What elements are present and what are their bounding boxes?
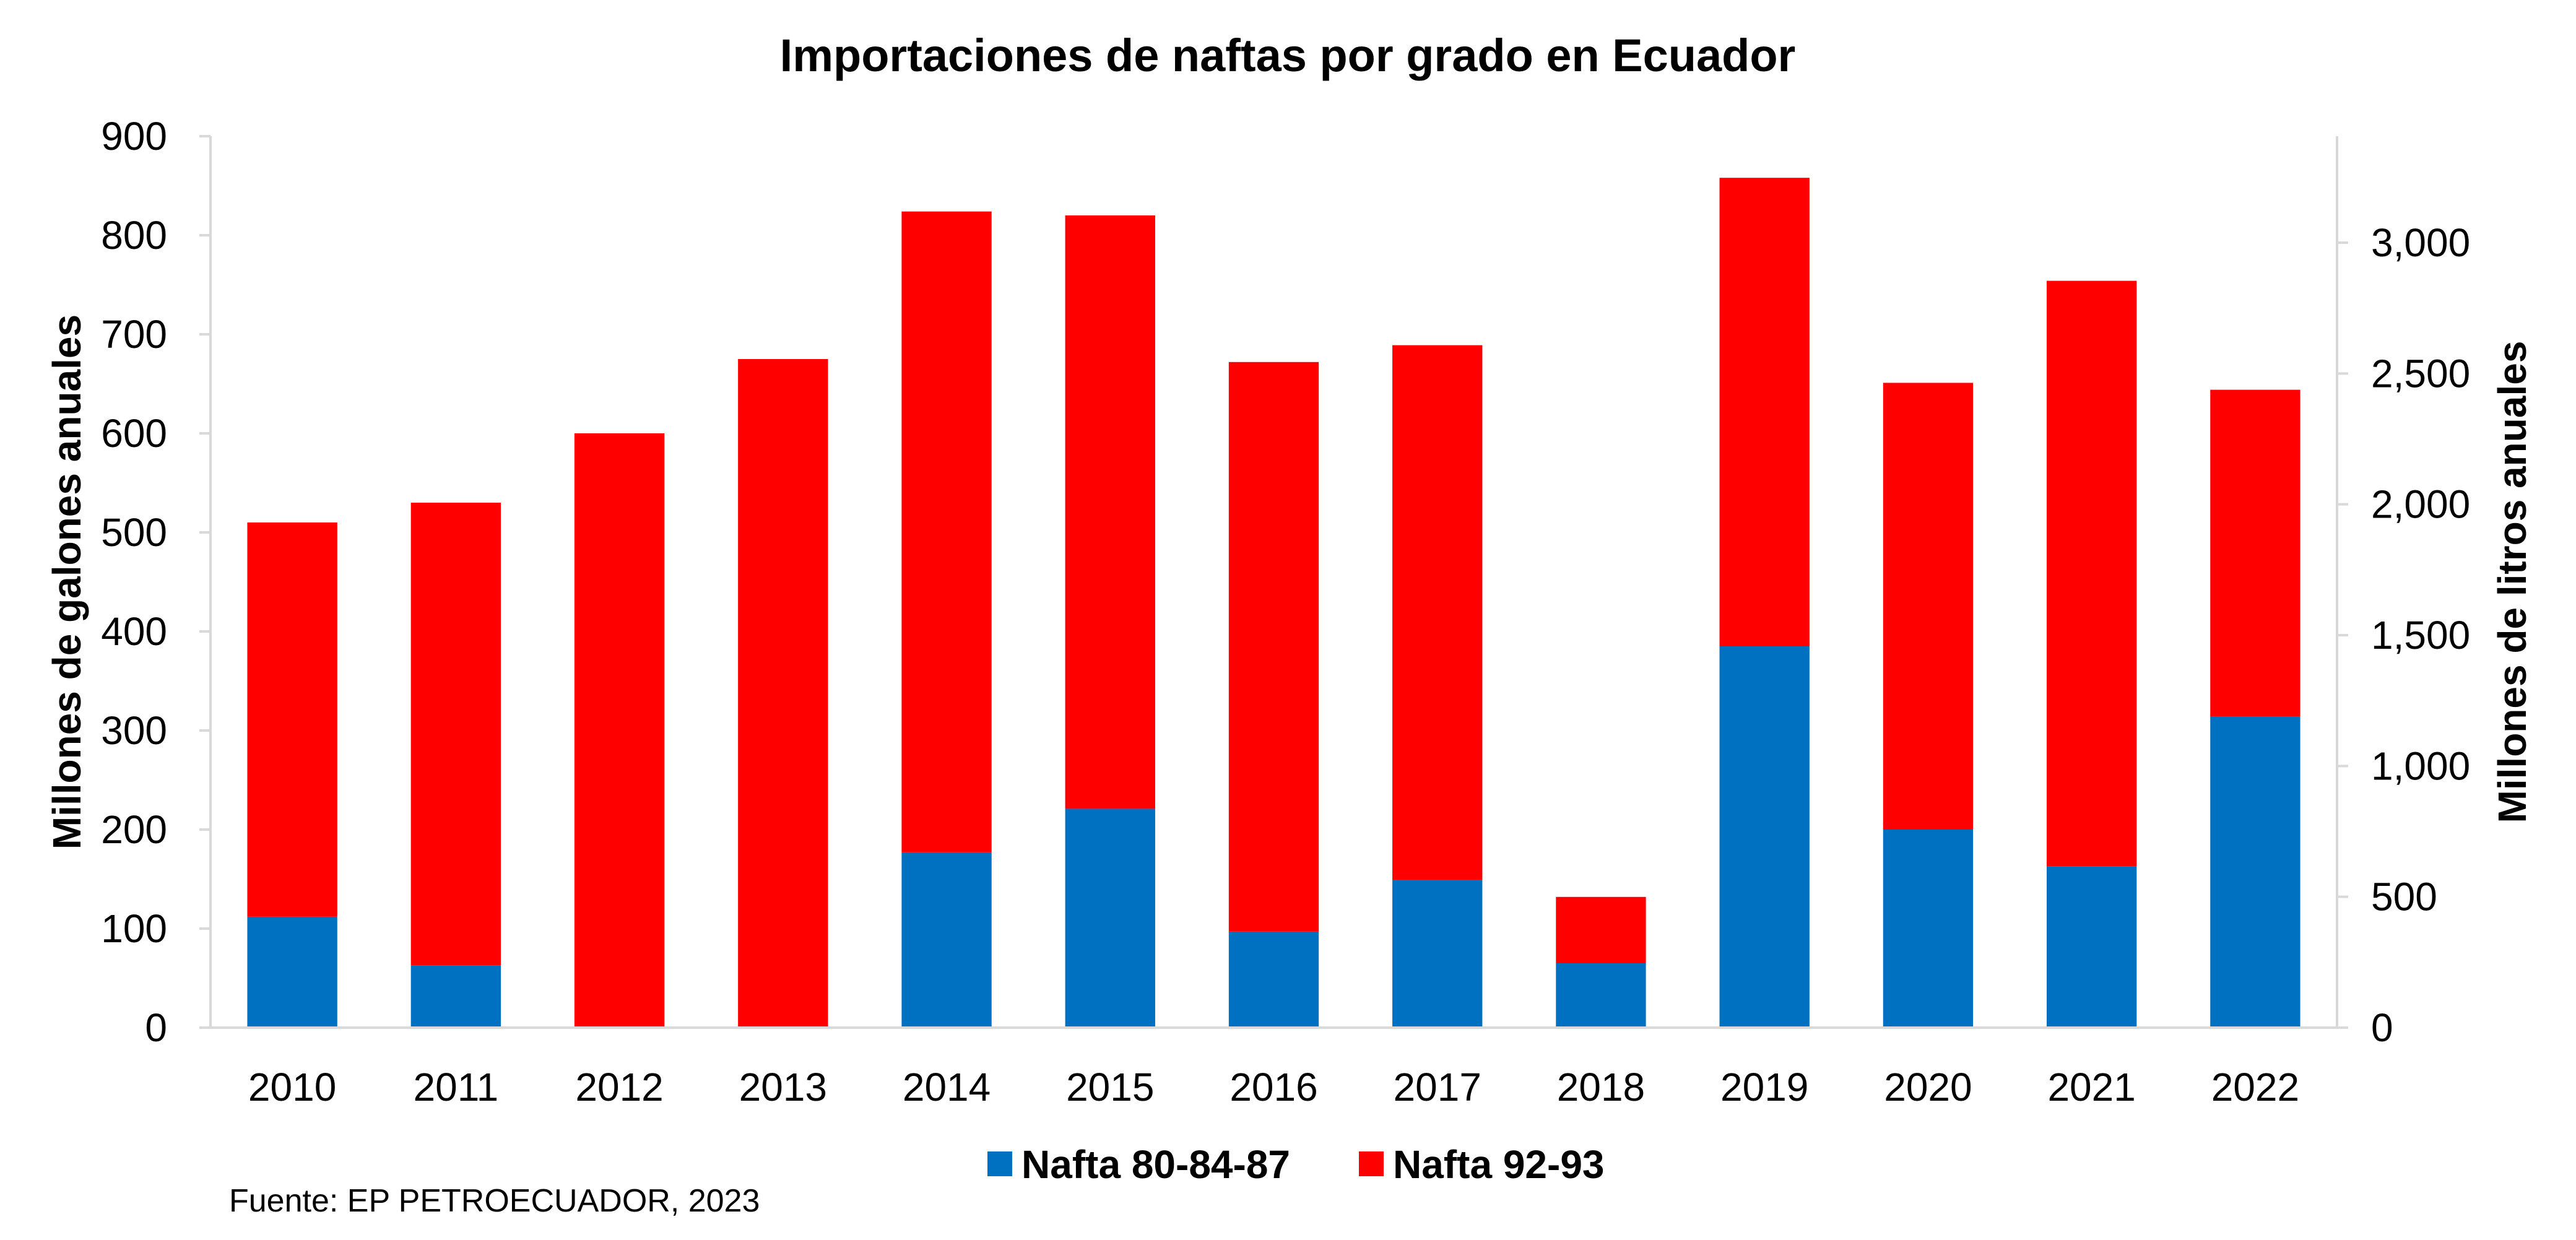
legend-swatch-nafta-80-84-87 <box>987 1151 1012 1176</box>
bar-2011-series-1 <box>410 503 501 966</box>
y-tick-label: 800 <box>101 213 167 258</box>
y-tick-label: 600 <box>101 411 167 456</box>
x-tick-label-2021: 2021 <box>2047 1065 2135 1109</box>
x-tick-label-2011: 2011 <box>414 1065 499 1109</box>
legend-swatch-nafta-92-93 <box>1359 1151 1384 1176</box>
bar-2022-series-1 <box>2210 389 2301 717</box>
x-tick-label-2012: 2012 <box>575 1065 663 1109</box>
source-note: Fuente: EP PETROECUADOR, 2023 <box>229 1183 760 1219</box>
y2-tick-label: 2,000 <box>2371 482 2470 527</box>
bar-2011-series-0 <box>410 965 501 1028</box>
y2-axis-ticks: 0 500 1,000 1,500 2,000 2,500 3,000 <box>2337 220 2470 1050</box>
x-tick-label-2015: 2015 <box>1066 1065 1154 1109</box>
bar-2021-series-0 <box>2046 866 2137 1028</box>
y-tick-label: 500 <box>101 510 167 555</box>
y2-tick-label: 500 <box>2371 875 2437 919</box>
y-tick-label: 300 <box>101 708 167 753</box>
y-tick-label: 100 <box>101 906 167 951</box>
bar-2021-series-1 <box>2046 280 2137 867</box>
x-tick-label-2017: 2017 <box>1394 1065 1481 1109</box>
bar-2018-series-1 <box>1556 896 1646 963</box>
bar-2012-series-1 <box>574 433 665 1028</box>
bar-2016-series-1 <box>1228 362 1319 932</box>
legend-label-nafta-92-93: Nafta 92-93 <box>1393 1142 1605 1187</box>
bar-2019-series-1 <box>1719 178 1810 646</box>
bars <box>247 178 2301 1028</box>
y-axis-title: Millones de galones anuales <box>45 314 89 849</box>
y-tick-label: 200 <box>101 807 167 852</box>
chart-title: Importaciones de naftas por grado en Ecu… <box>780 30 1796 81</box>
x-tick-label-2014: 2014 <box>903 1065 991 1109</box>
bar-2016-series-0 <box>1228 931 1319 1028</box>
legend: Nafta 80-84-87 Nafta 92-93 <box>987 1142 1605 1187</box>
y2-tick-label: 1,000 <box>2371 744 2470 788</box>
y2-tick-label: 3,000 <box>2371 220 2470 265</box>
x-tick-label-2010: 2010 <box>248 1065 336 1109</box>
bar-2020-series-0 <box>1883 830 1974 1028</box>
y2-axis-title: Millones de litros anuales <box>2490 341 2535 823</box>
y2-tick-label: 1,500 <box>2371 613 2470 657</box>
x-tick-label-2018: 2018 <box>1557 1065 1645 1109</box>
bar-2022-series-0 <box>2210 716 2301 1028</box>
bar-2017-series-0 <box>1392 880 1483 1028</box>
x-tick-label-2013: 2013 <box>739 1065 827 1109</box>
bar-2015-series-0 <box>1065 809 1155 1028</box>
x-axis-ticks: 2010 2011 2012 2013 2014 2015 2016 2017 2018 2019… <box>248 1065 2299 1109</box>
bar-2013-series-1 <box>738 359 828 1028</box>
bar-2017-series-1 <box>1392 345 1483 880</box>
y-tick-label: 700 <box>101 312 167 357</box>
y-axis-ticks: 0 100 200 300 400 500 600 700 800 900 <box>101 114 210 1050</box>
y2-tick-label: 2,500 <box>2371 351 2470 396</box>
x-tick-label-2020: 2020 <box>1884 1065 1972 1109</box>
y-tick-label: 400 <box>101 609 167 654</box>
bar-2018-series-0 <box>1556 963 1646 1028</box>
y-tick-label: 900 <box>101 114 167 158</box>
bar-2010-series-1 <box>247 522 337 917</box>
bar-2019-series-0 <box>1719 646 1810 1028</box>
x-tick-label-2022: 2022 <box>2211 1065 2299 1109</box>
y-tick-label: 0 <box>145 1005 167 1050</box>
legend-label-nafta-80-84-87: Nafta 80-84-87 <box>1021 1142 1290 1187</box>
x-tick-label-2016: 2016 <box>1229 1065 1317 1109</box>
x-tick-label-2019: 2019 <box>1720 1065 1808 1109</box>
bar-2010-series-0 <box>247 916 337 1028</box>
bar-2014-series-1 <box>901 211 992 852</box>
bar-2015-series-1 <box>1065 215 1155 809</box>
bar-2020-series-1 <box>1883 383 1974 830</box>
bar-2014-series-0 <box>901 852 992 1028</box>
y2-tick-label: 0 <box>2371 1005 2393 1050</box>
